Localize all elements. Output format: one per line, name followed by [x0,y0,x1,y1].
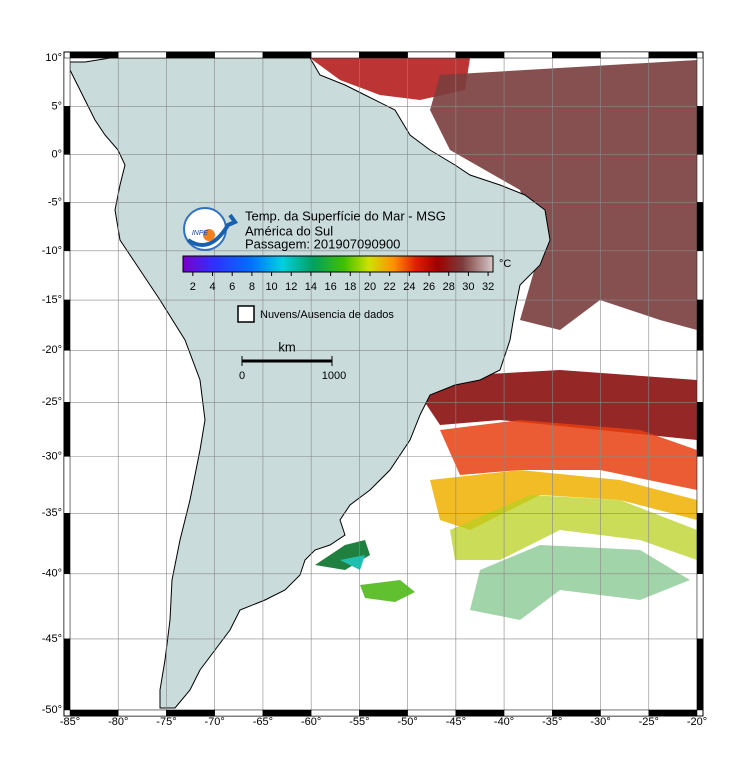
colorbar-tick-label: 16 [324,281,336,293]
frame-segment [63,350,71,403]
frame-segment [63,402,71,457]
title-line: Passagem: 201907090900 [245,236,400,251]
colorbar-unit: °C [499,258,511,270]
x-tick-label: -45° [446,716,466,728]
scale-label: 1000 [322,370,346,382]
frame-segment [600,51,650,59]
frame-segment [166,51,215,59]
x-tick-label: -75° [156,716,176,728]
logo-text: INPE [192,230,209,237]
y-tick-label: -45° [42,633,62,645]
x-tick-label: -40° [494,716,514,728]
frame-segment [455,51,505,59]
colorbar-tick-label: 32 [482,281,494,293]
y-tick-label: -15° [42,294,62,306]
x-tick-label: -20° [687,716,707,728]
scale-unit: km [278,339,295,354]
x-tick-label: -80° [108,716,128,728]
x-tick-label: -60° [301,716,321,728]
frame-segment [696,154,704,203]
frame-segment [696,202,704,252]
y-tick-label: -50° [42,704,62,716]
scale-label: 0 [239,370,245,382]
frame-segment [648,709,698,717]
frame-segment [63,299,71,351]
y-tick-label: -30° [42,450,62,462]
legend-label: Nuvens/Ausencia de dados [260,309,394,321]
frame-segment [117,51,167,59]
y-tick-label: -10° [42,245,62,257]
x-tick-label: -70° [205,716,225,728]
y-tick-label: 5° [51,100,62,112]
frame-segment [359,51,408,59]
colorbar-tick-label: 22 [384,281,396,293]
legend-swatch [237,305,255,323]
colorbar-tick-label: 10 [265,281,277,293]
y-tick-label: -5° [48,196,62,208]
y-tick-label: -20° [42,344,62,356]
colorbar-tick-label: 4 [209,281,215,293]
colorbar-tick-label: 20 [364,281,376,293]
frame-segment [63,202,71,252]
colorbar-tick-label: 30 [462,281,474,293]
frame-segment [407,51,457,59]
colorbar-tick-label: 24 [403,281,415,293]
frame-segment [63,638,71,711]
frame-segment [214,51,264,59]
colorbar-tick-label: 18 [344,281,356,293]
frame-segment [63,250,71,301]
frame-segment [63,513,71,575]
title-line: América do Sul [245,223,333,238]
frame-segment [696,57,704,107]
x-tick-label: -50° [397,716,417,728]
frame-segment [696,106,704,155]
colorbar-tick-label: 6 [229,281,235,293]
colorbar-tick-label: 8 [249,281,255,293]
colorbar-tick-label: 26 [423,281,435,293]
frame-segment [262,51,312,59]
tick-labels: -85° -80° -75° -70° -65° -60° -55° -50° -45° -40°… [42,52,707,728]
x-tick-label: -65° [253,716,273,728]
x-tick-label: -85° [60,716,80,728]
x-tick-label: -30° [590,716,610,728]
frame-segment [63,106,71,155]
colorbar-tick-label: 12 [285,281,297,293]
title-line: Temp. da Superfície do Mar - MSG [245,208,446,223]
frame-segment [503,51,553,59]
frame-segment [696,299,704,351]
colorbar-tick-label: 28 [443,281,455,293]
frame-segment [696,456,704,514]
scale-bar [241,356,333,366]
frame-segment [63,154,71,203]
logo: INPE [183,207,239,251]
frame-segment [696,638,704,711]
frame-segment [69,51,119,59]
x-tick-label: -25° [639,716,659,728]
frame-segment [648,51,698,59]
frame-segment [696,402,704,457]
y-tick-label: -35° [42,507,62,519]
x-tick-label: -35° [542,716,562,728]
frame-segment [63,57,71,107]
frame [63,51,704,717]
y-tick-label: 10° [45,52,62,64]
frame-segment [696,513,704,575]
y-tick-label: -40° [42,568,62,580]
x-tick-label: -55° [349,716,369,728]
frame-segment [696,350,704,403]
frame-segment [310,51,360,59]
colorbar [182,255,494,273]
y-tick-label: -25° [42,396,62,408]
y-tick-label: 0° [51,148,62,160]
frame-segment [552,51,601,59]
colorbar-ticks: 2 4 6 8 10 12 14 16 18 20 22 24 26 28 30 32 [190,272,494,293]
frame-segment [63,456,71,514]
colorbar-tick-label: 2 [190,281,196,293]
frame-segment [696,573,704,640]
frame-segment [63,573,71,640]
frame-segment [696,250,704,301]
colorbar-tick-label: 14 [305,281,317,293]
